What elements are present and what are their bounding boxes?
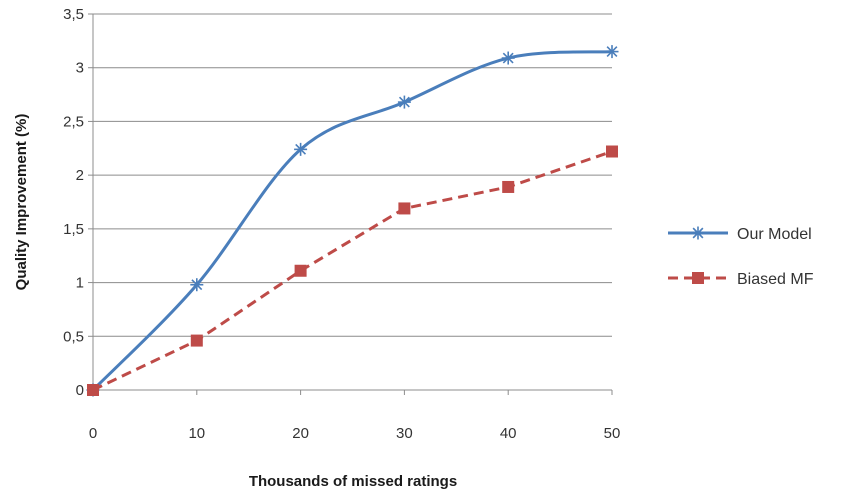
legend-item: Biased MF — [668, 271, 814, 288]
y-tick-label: 0 — [76, 382, 84, 399]
x-tick-label: 40 — [500, 425, 517, 442]
data-point-asterisk — [691, 226, 705, 240]
y-tick-label: 1,5 — [63, 221, 84, 238]
data-point-square — [502, 180, 515, 193]
legend-item: Our Model — [668, 226, 812, 243]
data-point-square — [294, 264, 307, 277]
x-axis-title: Thousands of missed ratings — [249, 473, 457, 490]
y-axis-title: Quality Improvement (%) — [13, 114, 30, 291]
series-our-model — [86, 45, 619, 397]
legend-label: Biased MF — [737, 271, 814, 288]
legend: Our Model Biased MF — [668, 226, 814, 288]
data-point-square — [398, 202, 411, 215]
axes — [88, 13, 613, 395]
x-tick-label: 20 — [292, 425, 309, 442]
x-tick-label: 10 — [188, 425, 205, 442]
legend-label: Our Model — [737, 226, 812, 243]
data-point-square — [87, 384, 99, 396]
data-point-square — [606, 145, 618, 158]
series-line — [92, 150, 613, 392]
y-tick-label: 2,5 — [63, 113, 84, 130]
x-tick-label: 30 — [396, 425, 413, 442]
data-point-asterisk — [501, 51, 515, 65]
data-point-square — [692, 272, 704, 284]
data-point-asterisk — [190, 278, 204, 292]
y-tick-label: 3 — [76, 60, 84, 77]
data-point-asterisk — [397, 95, 411, 109]
y-tick-label: 2 — [76, 167, 84, 184]
y-tick-label: 0,5 — [63, 328, 84, 345]
series-layer — [86, 45, 619, 397]
y-tick-label: 3,5 — [63, 6, 84, 23]
x-tick-label: 50 — [604, 425, 621, 442]
series-line — [91, 50, 613, 392]
grid-lines — [93, 13, 612, 337]
data-point-asterisk — [294, 142, 308, 156]
data-point-asterisk — [605, 45, 619, 59]
data-point-square — [190, 334, 203, 347]
tick-labels: 0 0,5 1 1,5 2 2,5 3 3,5 0 10 20 30 40 50 — [63, 6, 620, 442]
y-tick-label: 1 — [76, 275, 84, 292]
series-biased-mf — [87, 145, 618, 396]
x-tick-label: 0 — [89, 425, 97, 442]
